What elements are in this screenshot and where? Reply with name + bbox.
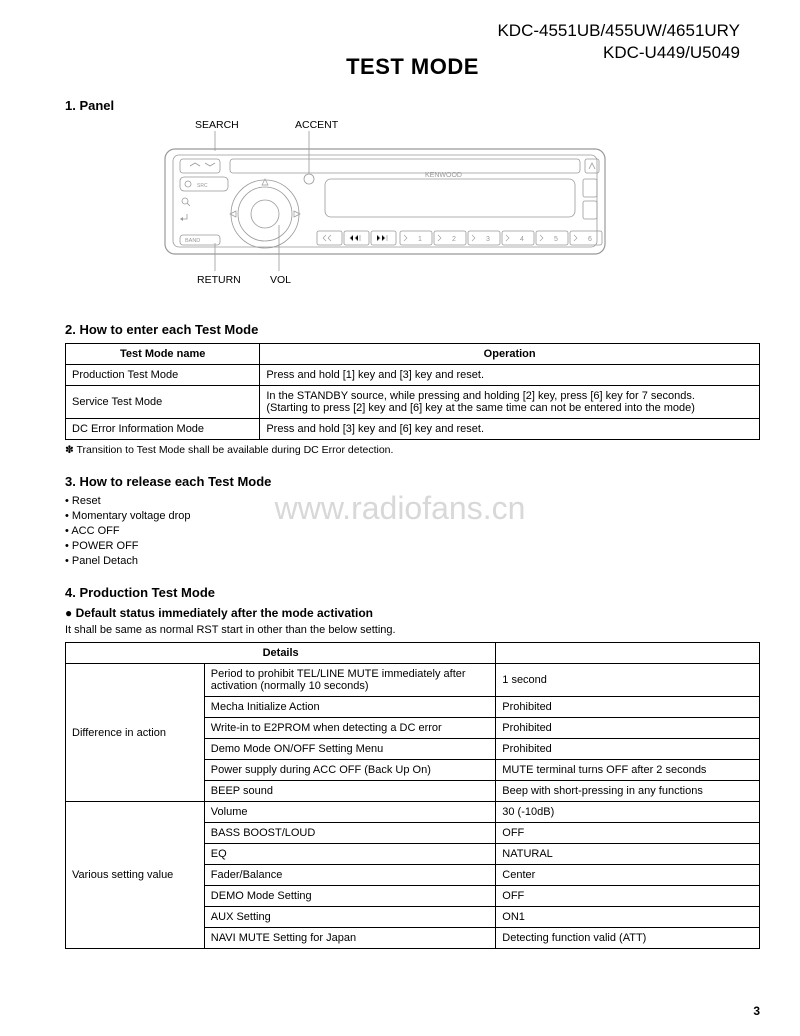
- section-4-subheading: Default status immediately after the mod…: [65, 606, 760, 620]
- svg-text:KENWOOD: KENWOOD: [425, 172, 462, 179]
- list-item: ACC OFF: [65, 525, 760, 537]
- label-accent: ACCENT: [295, 119, 338, 131]
- svg-text:3: 3: [486, 236, 490, 243]
- test-mode-table: Test Mode name Operation Production Test…: [65, 343, 760, 440]
- svg-text:6: 6: [588, 236, 592, 243]
- list-item: POWER OFF: [65, 540, 760, 552]
- list-item: Panel Detach: [65, 555, 760, 567]
- table-row: Service Test Mode In the STANDBY source,…: [66, 386, 760, 419]
- label-return: RETURN: [197, 274, 241, 286]
- section-4-heading: 4. Production Test Mode: [65, 585, 760, 600]
- production-mode-table: Details Difference in action Period to p…: [65, 642, 760, 949]
- table-header: Details: [66, 643, 496, 664]
- table-header: Operation: [260, 344, 760, 365]
- label-vol: VOL: [270, 274, 291, 286]
- release-list: Reset Momentary voltage drop ACC OFF POW…: [65, 495, 760, 567]
- table-row: Production Test Mode Press and hold [1] …: [66, 365, 760, 386]
- preset-buttons: 1 2 3 4 5 6: [400, 231, 602, 245]
- section-2-note: ✽ Transition to Test Mode shall be avail…: [65, 444, 760, 456]
- panel-diagram: SEARCH ACCENT RETURN VOL SRC BAND: [125, 119, 760, 294]
- svg-text:2: 2: [452, 236, 456, 243]
- table-row: Difference in action Period to prohibit …: [66, 664, 760, 697]
- list-item: Momentary voltage drop: [65, 510, 760, 522]
- section-2-heading: 2. How to enter each Test Mode: [65, 322, 760, 337]
- table-row: DC Error Information Mode Press and hold…: [66, 419, 760, 440]
- label-search: SEARCH: [195, 119, 239, 131]
- section-4-intro: It shall be same as normal RST start in …: [65, 624, 760, 636]
- model-line-1: KDC-4551UB/455UW/4651URY: [65, 20, 740, 42]
- svg-text:SRC: SRC: [197, 183, 208, 189]
- svg-text:5: 5: [554, 236, 558, 243]
- section-1-heading: 1. Panel: [65, 98, 760, 113]
- panel-svg: SRC BAND KENWOOD 1: [125, 119, 625, 289]
- svg-text:1: 1: [418, 236, 422, 243]
- table-header: Test Mode name: [66, 344, 260, 365]
- list-item: Reset: [65, 495, 760, 507]
- table-row: Various setting value Volume 30 (-10dB): [66, 802, 760, 823]
- table-header-empty: [496, 643, 760, 664]
- section-3-heading: 3. How to release each Test Mode: [65, 474, 760, 489]
- page-number: 3: [753, 1004, 760, 1018]
- svg-text:4: 4: [520, 236, 524, 243]
- svg-text:BAND: BAND: [185, 238, 200, 244]
